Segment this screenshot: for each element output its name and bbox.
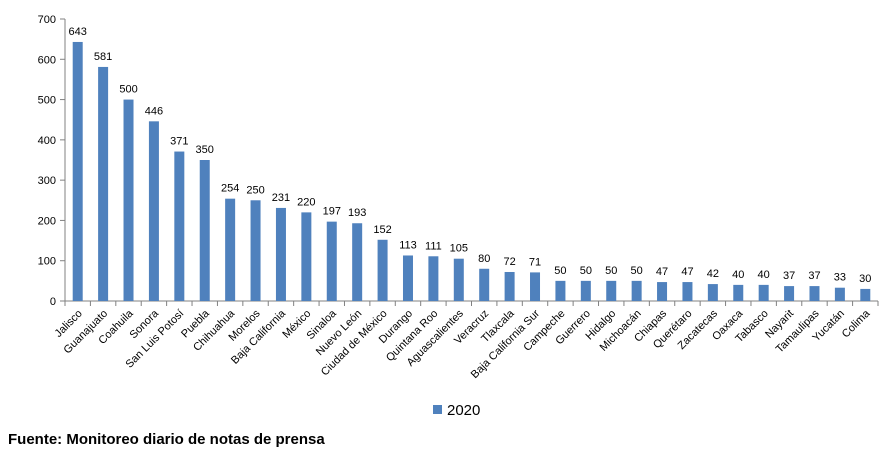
data-label: 500 bbox=[119, 84, 137, 96]
data-label: 47 bbox=[656, 266, 668, 278]
data-label: 371 bbox=[170, 136, 188, 148]
bar bbox=[834, 287, 845, 301]
bar bbox=[275, 207, 286, 301]
data-label: 40 bbox=[732, 269, 744, 281]
y-tick-label: 400 bbox=[38, 135, 56, 147]
y-tick-label: 700 bbox=[38, 14, 56, 26]
y-tick-label: 300 bbox=[38, 175, 56, 187]
bar bbox=[530, 272, 541, 301]
legend-swatch bbox=[433, 405, 442, 414]
bar bbox=[123, 99, 134, 301]
y-tick-label: 200 bbox=[38, 215, 56, 227]
data-label: 37 bbox=[808, 270, 820, 282]
bar bbox=[453, 258, 464, 301]
data-label: 113 bbox=[399, 239, 417, 251]
chart: 0 100 200 300 400 500 600 700 643 Jalisco 581 Guana… bbox=[38, 14, 879, 419]
source-note: Fuente: Monitoreo diario de notas de pre… bbox=[8, 431, 325, 448]
bar bbox=[199, 160, 210, 301]
data-label: 193 bbox=[348, 207, 366, 219]
data-label: 111 bbox=[425, 240, 442, 252]
bar bbox=[682, 282, 693, 301]
data-label: 254 bbox=[221, 183, 239, 195]
data-label: 40 bbox=[758, 269, 770, 281]
bar bbox=[479, 268, 490, 301]
data-label: 42 bbox=[707, 268, 719, 280]
data-label: 30 bbox=[859, 273, 871, 285]
data-label: 33 bbox=[834, 272, 846, 284]
data-label: 50 bbox=[605, 265, 617, 277]
bar bbox=[72, 41, 83, 301]
bar bbox=[326, 221, 337, 301]
data-label: 231 bbox=[272, 192, 290, 204]
bar bbox=[758, 284, 769, 301]
data-label: 71 bbox=[529, 256, 541, 268]
data-label: 47 bbox=[681, 266, 693, 278]
y-tick-label: 500 bbox=[38, 95, 56, 107]
bar bbox=[428, 256, 439, 301]
data-label: 50 bbox=[631, 265, 643, 277]
bar bbox=[301, 212, 312, 301]
bar bbox=[657, 282, 668, 301]
bar bbox=[504, 271, 515, 301]
bar bbox=[733, 284, 744, 301]
data-label: 72 bbox=[503, 256, 515, 268]
bar-chart-svg: 0100200300400500600700643Jalisco581Guana… bbox=[38, 14, 879, 419]
bar bbox=[174, 151, 185, 301]
y-tick-label: 600 bbox=[38, 54, 56, 66]
bar bbox=[707, 284, 718, 301]
bar bbox=[555, 280, 566, 301]
bar bbox=[809, 286, 820, 301]
bar bbox=[352, 223, 363, 301]
data-label: 37 bbox=[783, 270, 795, 282]
data-label: 105 bbox=[450, 243, 468, 255]
bar bbox=[580, 280, 591, 301]
bar bbox=[148, 121, 159, 301]
data-label: 80 bbox=[478, 253, 490, 265]
data-label: 446 bbox=[145, 105, 163, 117]
bar bbox=[377, 239, 388, 301]
data-label: 250 bbox=[246, 184, 264, 196]
bar bbox=[631, 280, 642, 301]
bar bbox=[225, 198, 236, 301]
bar bbox=[98, 66, 109, 301]
x-tick-label: Colima bbox=[840, 307, 873, 340]
bar bbox=[784, 286, 795, 301]
bar bbox=[860, 288, 871, 301]
bar bbox=[402, 255, 413, 301]
data-label: 581 bbox=[94, 51, 112, 63]
y-tick-label: 100 bbox=[38, 256, 56, 268]
data-label: 152 bbox=[373, 224, 391, 236]
data-label: 50 bbox=[580, 265, 592, 277]
data-label: 50 bbox=[554, 265, 566, 277]
data-label: 350 bbox=[196, 144, 214, 156]
data-label: 220 bbox=[297, 196, 315, 208]
data-label: 643 bbox=[69, 26, 87, 38]
legend-label: 2020 bbox=[447, 402, 480, 419]
y-tick-label: 0 bbox=[50, 296, 56, 308]
bar bbox=[250, 200, 261, 301]
data-label: 197 bbox=[323, 206, 341, 218]
bar bbox=[606, 280, 617, 301]
